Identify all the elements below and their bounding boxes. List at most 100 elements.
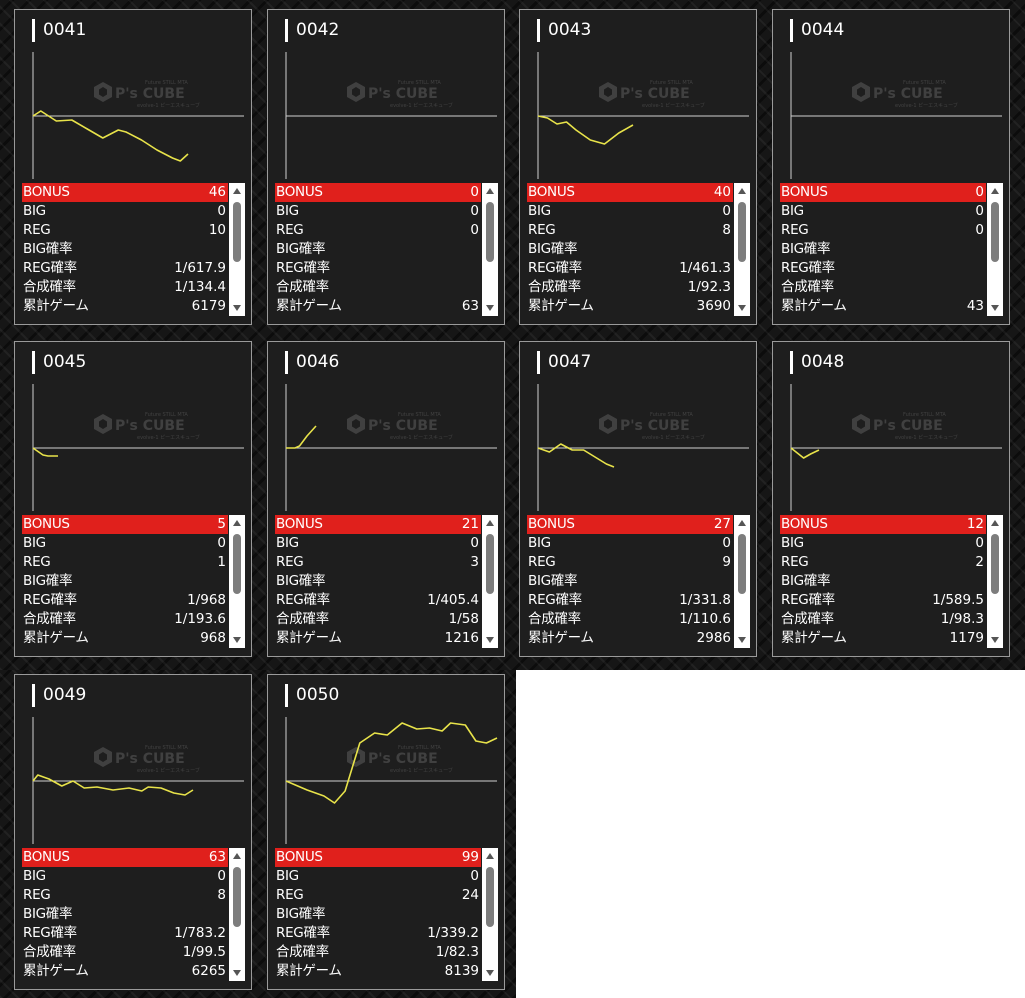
scroll-up-arrow-icon[interactable] — [738, 188, 746, 194]
stat-value: 1/92.3 — [687, 279, 731, 295]
watermark-small-bottom: evolve-1 ピーエスキューブ — [390, 434, 453, 441]
stat-label: REG — [276, 554, 304, 570]
stats-table: BONUS 0 BIG 0 REG 0 BIG確率 REG確率 合成確率 累計ゲーム 43 — [780, 183, 986, 317]
stat-row-big-rate: BIG確率 — [22, 905, 228, 924]
stat-row-reg: REG 9 — [527, 553, 733, 572]
stat-label: REG確率 — [276, 592, 330, 608]
scroll-thumb[interactable] — [486, 202, 494, 262]
stat-value: 0 — [975, 222, 984, 238]
scroll-thumb[interactable] — [233, 202, 241, 262]
stat-value: 0 — [217, 535, 226, 551]
machine-number: 0046 — [285, 351, 339, 374]
machine-card[interactable]: 0048 Future STILL MTA P's CUBE evolve-1 ピーエ… — [772, 341, 1010, 657]
watermark-small-top: Future STILL MTA — [398, 745, 441, 751]
stat-row-reg: REG 0 — [780, 221, 986, 240]
stat-label: BIG確率 — [528, 573, 578, 589]
stat-value: 0 — [722, 535, 731, 551]
scroll-down-arrow-icon[interactable] — [738, 637, 746, 643]
cube-logo-icon — [94, 82, 112, 102]
stat-row-big: BIG 0 — [527, 202, 733, 221]
scroll-down-arrow-icon[interactable] — [991, 637, 999, 643]
stat-label: BIG — [23, 535, 46, 551]
scroll-down-arrow-icon[interactable] — [486, 637, 494, 643]
stat-label: 合成確率 — [781, 279, 834, 295]
machine-card[interactable]: 0047 Future STILL MTA P's CUBE evolve-1 ピーエ… — [519, 341, 757, 657]
scroll-up-arrow-icon[interactable] — [991, 520, 999, 526]
stat-label: 累計ゲーム — [23, 298, 89, 314]
scroll-up-arrow-icon[interactable] — [233, 188, 241, 194]
stat-value: 46 — [208, 184, 226, 200]
scroll-down-arrow-icon[interactable] — [233, 305, 241, 311]
stat-value: 10 — [208, 222, 226, 238]
scroll-up-arrow-icon[interactable] — [486, 520, 494, 526]
scroll-thumb[interactable] — [738, 534, 746, 594]
watermark-brand: P's CUBE — [873, 418, 943, 434]
scroll-down-arrow-icon[interactable] — [233, 970, 241, 976]
scroll-up-arrow-icon[interactable] — [233, 520, 241, 526]
scroll-down-arrow-icon[interactable] — [233, 637, 241, 643]
stats-scrollbar[interactable] — [482, 515, 498, 648]
slump-line — [285, 722, 498, 804]
stat-row-bonus: BONUS 99 — [275, 848, 481, 867]
scroll-up-arrow-icon[interactable] — [233, 853, 241, 859]
stats-scrollbar[interactable] — [482, 848, 498, 981]
scroll-thumb[interactable] — [233, 534, 241, 594]
scroll-up-arrow-icon[interactable] — [486, 188, 494, 194]
stat-row-bonus: BONUS 27 — [527, 515, 733, 534]
stats-scrollbar[interactable] — [229, 183, 245, 316]
stat-value: 1/405.4 — [427, 592, 479, 608]
scroll-thumb[interactable] — [233, 867, 241, 927]
machine-card[interactable]: 0044 Future STILL MTA P's CUBE evolve-1 ピーエ… — [772, 9, 1010, 325]
stat-label: REG — [781, 554, 809, 570]
watermark-small-bottom: evolve-1 ピーエスキューブ — [390, 767, 453, 774]
machine-card[interactable]: 0042 Future STILL MTA P's CUBE evolve-1 ピーエ… — [267, 9, 505, 325]
scroll-down-arrow-icon[interactable] — [486, 305, 494, 311]
scroll-up-arrow-icon[interactable] — [486, 853, 494, 859]
scroll-thumb[interactable] — [991, 534, 999, 594]
stat-label: REG — [276, 887, 304, 903]
stat-value: 0 — [470, 535, 479, 551]
stat-value: 1/461.3 — [679, 260, 731, 276]
stats-scrollbar[interactable] — [987, 515, 1003, 648]
stats-scrollbar[interactable] — [734, 515, 750, 648]
stat-row-reg: REG 1 — [22, 553, 228, 572]
scroll-thumb[interactable] — [991, 202, 999, 262]
stat-label: BONUS — [23, 849, 70, 865]
scroll-thumb[interactable] — [486, 534, 494, 594]
stat-value: 43 — [966, 298, 984, 314]
stat-row-reg: REG 8 — [22, 886, 228, 905]
stat-label: BIG確率 — [23, 906, 73, 922]
stat-row-combined-rate: 合成確率 1/134.4 — [22, 278, 228, 297]
machine-card[interactable]: 0049 Future STILL MTA P's CUBE evolve-1 ピーエ… — [14, 674, 252, 990]
scroll-thumb[interactable] — [738, 202, 746, 262]
scroll-down-arrow-icon[interactable] — [738, 305, 746, 311]
stat-row-reg-rate: REG確率 1/331.8 — [527, 591, 733, 610]
machine-card[interactable]: 0043 Future STILL MTA P's CUBE evolve-1 ピーエ… — [519, 9, 757, 325]
stat-label: BONUS — [276, 184, 323, 200]
stat-row-big: BIG 0 — [527, 534, 733, 553]
stat-row-reg-rate: REG確率 1/968 — [22, 591, 228, 610]
slump-line — [32, 110, 189, 162]
stats-table: BONUS 99 BIG 0 REG 24 BIG確率 REG確率 1/339.2 合成確率 1/8… — [275, 848, 481, 982]
scroll-thumb[interactable] — [486, 867, 494, 927]
stat-value: 1/58 — [448, 611, 479, 627]
scroll-up-arrow-icon[interactable] — [991, 188, 999, 194]
stats-scrollbar[interactable] — [229, 515, 245, 648]
stat-row-bonus: BONUS 21 — [275, 515, 481, 534]
stats-scrollbar[interactable] — [734, 183, 750, 316]
scroll-up-arrow-icon[interactable] — [738, 520, 746, 526]
stats-scrollbar[interactable] — [987, 183, 1003, 316]
scroll-down-arrow-icon[interactable] — [486, 970, 494, 976]
scroll-down-arrow-icon[interactable] — [991, 305, 999, 311]
stat-row-total-games: 累計ゲーム 43 — [780, 297, 986, 316]
machine-card[interactable]: 0041 Future STILL MTA P's CUBE evolve-1 ピーエ… — [14, 9, 252, 325]
stat-row-reg: REG 0 — [275, 221, 481, 240]
machine-card[interactable]: 0046 Future STILL MTA P's CUBE evolve-1 ピーエ… — [267, 341, 505, 657]
stat-value: 1/110.6 — [679, 611, 731, 627]
machine-card[interactable]: 0045 Future STILL MTA P's CUBE evolve-1 ピーエ… — [14, 341, 252, 657]
machine-card[interactable]: 0050 Future STILL MTA P's CUBE evolve-1 ピーエ… — [267, 674, 505, 990]
stats-scrollbar[interactable] — [229, 848, 245, 981]
machine-number: 0045 — [32, 351, 86, 374]
stats-scrollbar[interactable] — [482, 183, 498, 316]
